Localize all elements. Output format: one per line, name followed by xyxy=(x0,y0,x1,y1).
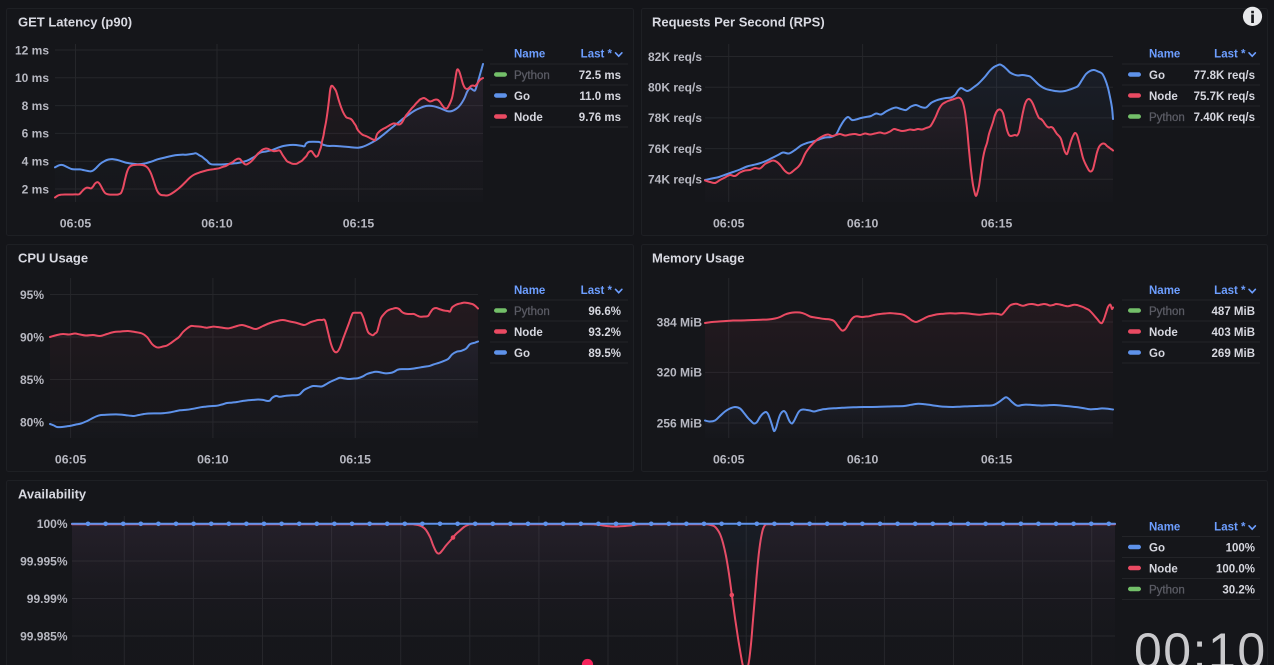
svg-text:100%: 100% xyxy=(1226,542,1255,554)
svg-text:93.2%: 93.2% xyxy=(588,327,621,339)
svg-text:487 MiB: 487 MiB xyxy=(1212,306,1255,318)
svg-text:82K req/s: 82K req/s xyxy=(648,50,702,64)
svg-text:78K req/s: 78K req/s xyxy=(648,111,702,125)
svg-text:10 ms: 10 ms xyxy=(15,71,49,85)
svg-text:Availability: Availability xyxy=(18,487,87,502)
svg-text:Node: Node xyxy=(1149,327,1178,339)
svg-text:77.8K req/s: 77.8K req/s xyxy=(1194,70,1255,82)
svg-text:Go: Go xyxy=(514,91,530,103)
svg-text:269 MiB: 269 MiB xyxy=(1212,348,1255,360)
svg-text:Last *: Last * xyxy=(1214,521,1246,533)
svg-text:00:10: 00:10 xyxy=(1134,623,1267,665)
svg-text:2 ms: 2 ms xyxy=(22,182,50,196)
svg-text:06:05: 06:05 xyxy=(713,453,745,467)
svg-text:80K req/s: 80K req/s xyxy=(648,81,702,95)
svg-text:06:10: 06:10 xyxy=(847,217,879,231)
svg-text:30.2%: 30.2% xyxy=(1222,584,1255,596)
svg-text:Python: Python xyxy=(514,70,550,82)
svg-text:Name: Name xyxy=(514,285,545,297)
svg-text:Last *: Last * xyxy=(581,48,613,60)
svg-text:256 MiB: 256 MiB xyxy=(657,416,703,430)
svg-text:76K req/s: 76K req/s xyxy=(648,142,702,156)
svg-text:80%: 80% xyxy=(20,415,44,429)
svg-text:Last *: Last * xyxy=(581,285,613,297)
svg-text:7.40K req/s: 7.40K req/s xyxy=(1194,112,1255,124)
svg-text:Requests Per Second (RPS): Requests Per Second (RPS) xyxy=(652,15,825,30)
svg-text:Node: Node xyxy=(514,327,543,339)
svg-text:GET Latency (p90): GET Latency (p90) xyxy=(18,15,132,30)
svg-text:06:10: 06:10 xyxy=(847,453,879,467)
svg-text:89.5%: 89.5% xyxy=(588,348,621,360)
svg-text:06:10: 06:10 xyxy=(197,453,229,467)
svg-text:06:05: 06:05 xyxy=(55,453,87,467)
svg-text:Last *: Last * xyxy=(1214,48,1246,60)
svg-text:Name: Name xyxy=(514,48,545,60)
svg-text:06:15: 06:15 xyxy=(981,453,1013,467)
svg-text:99.995%: 99.995% xyxy=(20,554,68,568)
svg-text:Python: Python xyxy=(1149,112,1185,124)
svg-text:8 ms: 8 ms xyxy=(22,99,50,113)
svg-text:Python: Python xyxy=(1149,584,1185,596)
svg-text:99.985%: 99.985% xyxy=(20,629,68,643)
svg-text:06:05: 06:05 xyxy=(713,217,745,231)
svg-text:06:15: 06:15 xyxy=(343,217,375,231)
svg-text:06:05: 06:05 xyxy=(60,217,92,231)
svg-text:99.99%: 99.99% xyxy=(27,592,68,606)
svg-text:Last *: Last * xyxy=(1214,285,1246,297)
svg-text:75.7K req/s: 75.7K req/s xyxy=(1194,91,1255,103)
svg-text:Go: Go xyxy=(1149,70,1165,82)
svg-text:100.0%: 100.0% xyxy=(1216,563,1255,575)
svg-text:12 ms: 12 ms xyxy=(15,43,49,57)
svg-text:06:15: 06:15 xyxy=(339,453,371,467)
svg-text:Node: Node xyxy=(1149,91,1178,103)
svg-text:Python: Python xyxy=(1149,306,1185,318)
svg-text:403 MiB: 403 MiB xyxy=(1212,327,1255,339)
svg-text:CPU Usage: CPU Usage xyxy=(18,251,88,266)
svg-text:Memory Usage: Memory Usage xyxy=(652,251,744,266)
svg-text:320 MiB: 320 MiB xyxy=(657,366,703,380)
svg-text:4 ms: 4 ms xyxy=(22,155,50,169)
svg-text:Go: Go xyxy=(514,348,530,360)
svg-text:Python: Python xyxy=(514,306,550,318)
svg-text:11.0 ms: 11.0 ms xyxy=(579,91,621,103)
svg-text:85%: 85% xyxy=(20,373,44,387)
svg-text:06:15: 06:15 xyxy=(981,217,1013,231)
svg-text:06:10: 06:10 xyxy=(201,217,233,231)
svg-text:Name: Name xyxy=(1149,48,1180,60)
svg-text:384 MiB: 384 MiB xyxy=(657,315,703,329)
svg-text:95%: 95% xyxy=(20,288,44,302)
svg-text:74K req/s: 74K req/s xyxy=(648,173,702,187)
svg-text:Go: Go xyxy=(1149,542,1165,554)
svg-text:72.5 ms: 72.5 ms xyxy=(579,70,621,82)
svg-text:Name: Name xyxy=(1149,521,1180,533)
svg-text:Node: Node xyxy=(1149,563,1178,575)
svg-text:6 ms: 6 ms xyxy=(22,127,50,141)
svg-text:Go: Go xyxy=(1149,348,1165,360)
svg-text:100%: 100% xyxy=(37,517,68,531)
svg-text:9.76 ms: 9.76 ms xyxy=(579,112,621,124)
svg-text:90%: 90% xyxy=(20,330,44,344)
svg-text:Node: Node xyxy=(514,112,543,124)
svg-text:96.6%: 96.6% xyxy=(588,306,621,318)
svg-text:Name: Name xyxy=(1149,285,1180,297)
